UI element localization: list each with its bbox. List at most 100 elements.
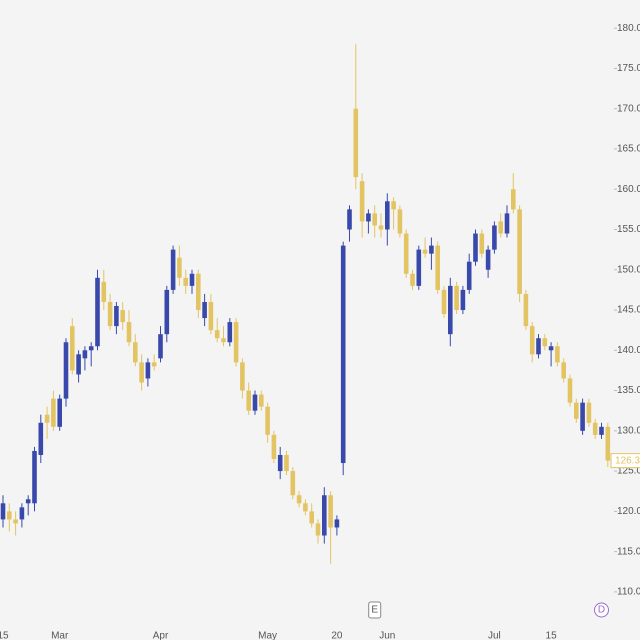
last-price-label: 126.30 xyxy=(615,455,640,466)
candle-body xyxy=(466,261,472,290)
candle-body xyxy=(454,285,459,311)
candle-body xyxy=(126,322,132,343)
candle-body xyxy=(158,334,163,359)
candle-body xyxy=(460,289,466,311)
candle-body xyxy=(580,402,585,431)
x-tick-label: Apr xyxy=(153,631,169,640)
candle-body xyxy=(536,338,541,355)
candle-body xyxy=(277,454,283,472)
candle-body xyxy=(441,289,447,315)
y-tick-label: 170.00 xyxy=(617,103,640,114)
y-tick-label: 125.00 xyxy=(617,466,640,477)
candle-body xyxy=(429,245,434,254)
candle-body xyxy=(202,301,207,319)
candle-body xyxy=(164,289,170,335)
candle-body xyxy=(233,322,239,363)
candle-body xyxy=(574,402,579,419)
candle-body xyxy=(353,108,359,178)
candle-body xyxy=(492,225,497,250)
event-badge[interactable] xyxy=(368,601,382,619)
candle-body xyxy=(555,346,560,363)
x-tick-label: 15 xyxy=(0,631,9,640)
candle-body xyxy=(145,362,151,379)
candle-body xyxy=(0,503,6,520)
candle-body xyxy=(183,277,188,286)
candle-body xyxy=(19,507,25,520)
candle-body xyxy=(51,398,56,427)
candle-body xyxy=(70,326,75,371)
x-tick-label: 20 xyxy=(331,631,343,640)
candle-body xyxy=(410,273,415,286)
candle-body xyxy=(548,346,554,351)
candle-body xyxy=(214,330,220,339)
candle-body xyxy=(44,414,50,423)
candle-body xyxy=(246,390,251,411)
candle-body xyxy=(517,209,522,294)
candle-body xyxy=(372,213,377,226)
candle-body xyxy=(101,281,107,302)
candle-body xyxy=(57,398,62,427)
y-tick-label: 160.00 xyxy=(617,184,640,195)
y-tick-label: 175.00 xyxy=(617,63,640,74)
candle-body xyxy=(240,362,245,391)
y-tick-label: 145.00 xyxy=(617,305,640,316)
candle-body xyxy=(265,406,270,435)
candle-body xyxy=(485,249,491,270)
candle-body xyxy=(511,189,516,210)
y-tick-label: 140.00 xyxy=(617,345,640,356)
candle-body xyxy=(271,434,277,460)
candle-body xyxy=(328,495,333,528)
event-label[interactable]: E xyxy=(371,605,378,616)
candle-body xyxy=(561,362,566,379)
candle-body xyxy=(605,426,611,461)
candle-body xyxy=(25,499,31,504)
candle-body xyxy=(133,342,138,363)
candle-body xyxy=(586,402,592,423)
candle-body xyxy=(479,233,485,254)
x-tick-label: May xyxy=(258,631,277,640)
y-tick-label: 155.00 xyxy=(617,224,640,235)
candle-body xyxy=(107,301,113,327)
event-label[interactable]: D xyxy=(598,605,605,616)
candle-body xyxy=(32,450,37,504)
candle-body xyxy=(189,273,195,286)
candle-body xyxy=(359,181,365,222)
candle-body xyxy=(334,519,340,528)
candle-body xyxy=(567,378,573,403)
candle-body xyxy=(95,277,100,347)
candle-body xyxy=(397,209,403,234)
x-tick-label: Jun xyxy=(379,631,395,640)
candle-body xyxy=(309,511,314,524)
candle-body xyxy=(296,495,302,504)
candle-body xyxy=(284,454,289,472)
y-tick-label: 135.00 xyxy=(617,385,640,396)
candle-body xyxy=(504,213,510,234)
candle-body xyxy=(416,249,422,286)
candle-body xyxy=(542,338,548,347)
candle-body xyxy=(170,249,176,290)
candle-body xyxy=(315,523,321,536)
candle-body xyxy=(76,354,81,375)
candle-body xyxy=(139,362,144,383)
candle-body xyxy=(347,209,352,230)
candle-body xyxy=(88,346,94,351)
candle-body xyxy=(340,245,346,464)
candle-body xyxy=(114,306,119,327)
candle-body xyxy=(151,362,157,367)
y-tick-label: 165.00 xyxy=(617,144,640,155)
y-tick-label: 110.00 xyxy=(617,587,640,598)
candle-body xyxy=(422,249,428,254)
candle-body xyxy=(63,342,69,399)
candle-body xyxy=(448,285,453,335)
candle-body xyxy=(498,221,503,234)
candle-body xyxy=(252,394,258,411)
candle-body xyxy=(523,293,529,327)
event-badge[interactable] xyxy=(594,602,609,618)
candle-body xyxy=(196,273,201,311)
candle-body xyxy=(221,338,226,343)
candle-body xyxy=(403,233,409,274)
candle-body xyxy=(366,213,371,222)
candle-body xyxy=(473,233,478,262)
y-tick-label: 180.00 xyxy=(617,23,640,34)
